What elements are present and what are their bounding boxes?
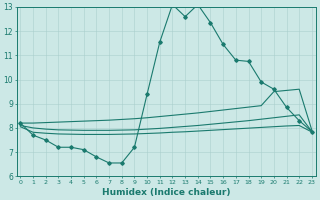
X-axis label: Humidex (Indice chaleur): Humidex (Indice chaleur)	[102, 188, 230, 197]
